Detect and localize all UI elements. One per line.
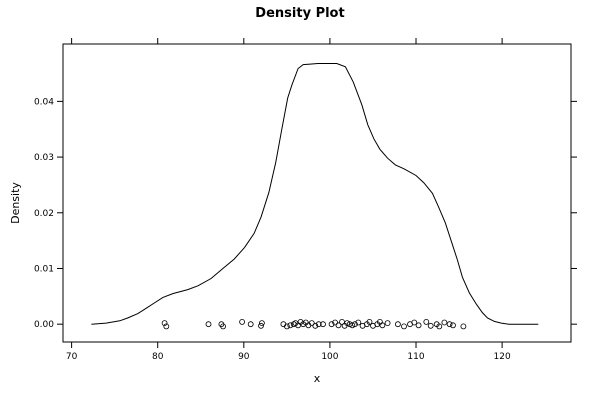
data-point [335, 322, 342, 329]
x-tick-label: 90 [238, 352, 250, 362]
y-tick-label: 0.04 [34, 97, 54, 107]
data-point [315, 321, 322, 328]
y-axis: 0.00 0.01 0.02 0.03 0.04 [34, 97, 577, 330]
y-tick-label: 0.01 [34, 264, 54, 274]
data-point [441, 319, 448, 326]
density-curve [91, 63, 539, 325]
data-point [436, 323, 443, 330]
data-point [384, 320, 391, 327]
x-tick-label: 70 [66, 352, 78, 362]
data-point [320, 321, 326, 328]
data-point [239, 318, 246, 325]
x-axis-label: x [314, 372, 321, 385]
x-axis: 70 80 90 100 110 120 [66, 38, 511, 362]
y-axis-label: Density [9, 182, 22, 224]
y-tick-label: 0.03 [34, 153, 54, 163]
x-tick-label: 80 [152, 352, 164, 362]
data-point [351, 321, 358, 328]
y-tick-label: 0.00 [34, 320, 54, 330]
data-point [355, 319, 362, 326]
data-point [283, 323, 290, 330]
x-tick-label: 120 [494, 352, 511, 362]
data-point [450, 322, 456, 329]
data-point [247, 321, 254, 328]
chart-title: Density Plot [255, 6, 344, 21]
data-point [423, 318, 430, 325]
data-point [460, 323, 467, 330]
data-point [394, 321, 401, 328]
data-point [379, 322, 386, 329]
data-point [290, 321, 297, 328]
data-point [401, 323, 407, 330]
data-point [287, 322, 294, 329]
data-point [411, 319, 418, 326]
data-point [349, 322, 356, 329]
data-point [446, 321, 453, 328]
data-points [161, 318, 467, 330]
data-point [344, 320, 351, 327]
data-point [332, 319, 339, 326]
data-point [258, 320, 265, 327]
data-point [415, 322, 422, 329]
data-point [366, 318, 373, 325]
x-tick-label: 100 [321, 352, 338, 362]
data-point [220, 323, 227, 330]
data-point [312, 322, 319, 329]
data-point [205, 321, 212, 328]
x-tick-label: 110 [407, 352, 424, 362]
data-point [328, 321, 335, 328]
data-point [258, 322, 264, 329]
plot-frame [62, 43, 572, 343]
y-tick-label: 0.02 [34, 209, 54, 219]
data-point [161, 320, 168, 327]
data-point [163, 323, 170, 330]
data-point [427, 322, 434, 329]
